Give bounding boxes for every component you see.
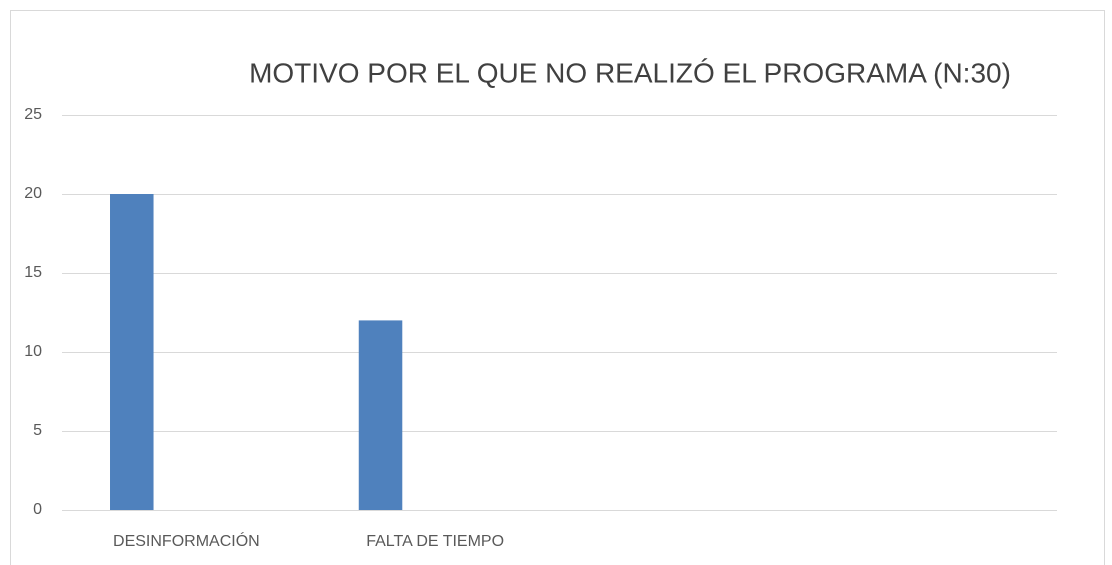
- y-tick-label: 20: [24, 185, 42, 202]
- bar: [358, 320, 403, 510]
- y-tick-label: 0: [33, 501, 42, 518]
- y-tick-label: 15: [24, 264, 42, 281]
- y-tick-label: 25: [24, 106, 42, 123]
- y-tick-label: 10: [24, 343, 42, 360]
- x-tick-label: FALTA DE TIEMPO: [366, 533, 504, 550]
- y-tick-label: 5: [33, 422, 42, 439]
- bar: [110, 194, 154, 510]
- chart-border: [10, 10, 1105, 565]
- x-tick-label: DESINFORMACIÓN: [113, 531, 260, 550]
- chart-title: MOTIVO POR EL QUE NO REALIZÓ EL PROGRAMA…: [249, 57, 1011, 88]
